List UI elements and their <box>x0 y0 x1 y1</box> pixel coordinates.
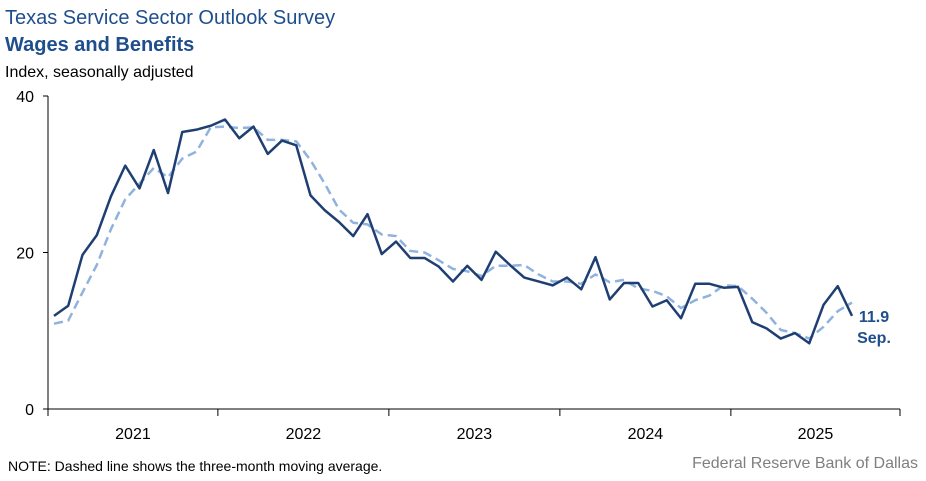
source-credit: Federal Reserve Bank of Dallas <box>692 455 918 472</box>
y-tick-label: 40 <box>16 89 34 106</box>
chart-subtitle: Wages and Benefits <box>5 34 195 56</box>
series-line-moving-average <box>53 125 853 340</box>
y-tick-label: 0 <box>25 402 34 419</box>
chart-title: Texas Service Sector Outlook Survey <box>5 7 336 29</box>
end-period-label: Sep. <box>857 330 891 347</box>
end-value-label: 11.9 <box>859 309 889 326</box>
x-tick-label: 2022 <box>286 426 322 443</box>
x-tick-label: 2021 <box>115 426 151 443</box>
x-tick-label: 2023 <box>457 426 493 443</box>
x-tick-label: 2025 <box>798 426 834 443</box>
x-tick-label: 2024 <box>628 426 664 443</box>
footnote: NOTE: Dashed line shows the three-month … <box>8 458 383 474</box>
y-axis-units-label: Index, seasonally adjusted <box>5 64 194 81</box>
y-tick-label: 20 <box>16 246 34 263</box>
series-line-index <box>53 118 854 345</box>
